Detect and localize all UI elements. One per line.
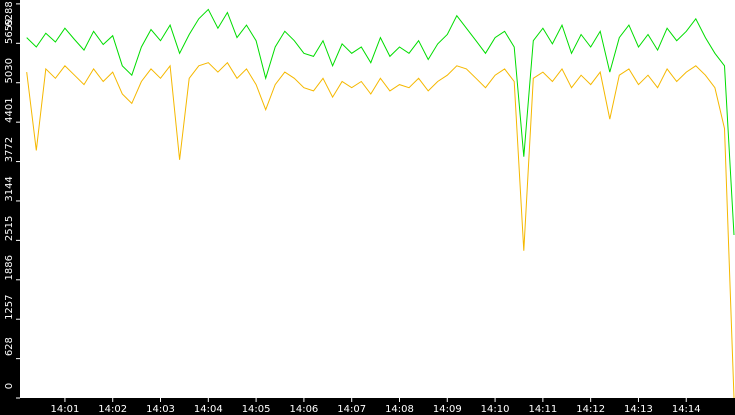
y-tick-label: 0 xyxy=(4,383,15,389)
x-tick-label: 14:06 xyxy=(289,404,318,415)
x-tick-label: 14:10 xyxy=(481,404,510,415)
x-tick-label: 14:02 xyxy=(98,404,127,415)
y-tick-label: 2515 xyxy=(4,216,15,241)
y-tick-label: 628 xyxy=(4,337,15,356)
y-tick-label: 5659 xyxy=(4,19,15,44)
x-tick-label: 14:07 xyxy=(337,404,366,415)
y-tick-label: 1257 xyxy=(4,294,15,319)
series-line xyxy=(26,61,735,399)
x-tick-label: 14:05 xyxy=(242,404,271,415)
x-tick-label: 14:03 xyxy=(146,404,175,415)
y-tick-label: 4401 xyxy=(4,97,15,122)
x-tick-label: 14:12 xyxy=(576,404,605,415)
x-tick-label: 14:11 xyxy=(528,404,557,415)
x-tick-label: 14:04 xyxy=(194,404,223,415)
plot-area xyxy=(20,0,735,398)
y-tick-label: 3144 xyxy=(4,176,15,201)
x-tick-label: 14:13 xyxy=(624,404,653,415)
x-tick-label: 14:09 xyxy=(433,404,462,415)
y-tick-label: 6288 xyxy=(4,1,15,26)
x-tick-label: 14:14 xyxy=(672,404,701,415)
series-line xyxy=(26,8,735,236)
y-tick-label: 3772 xyxy=(4,137,15,162)
x-tick-label: 14:08 xyxy=(385,404,414,415)
x-tick-label: 14:01 xyxy=(51,404,80,415)
y-tick-label: 5030 xyxy=(4,58,15,83)
y-tick-label: 1886 xyxy=(4,255,15,280)
